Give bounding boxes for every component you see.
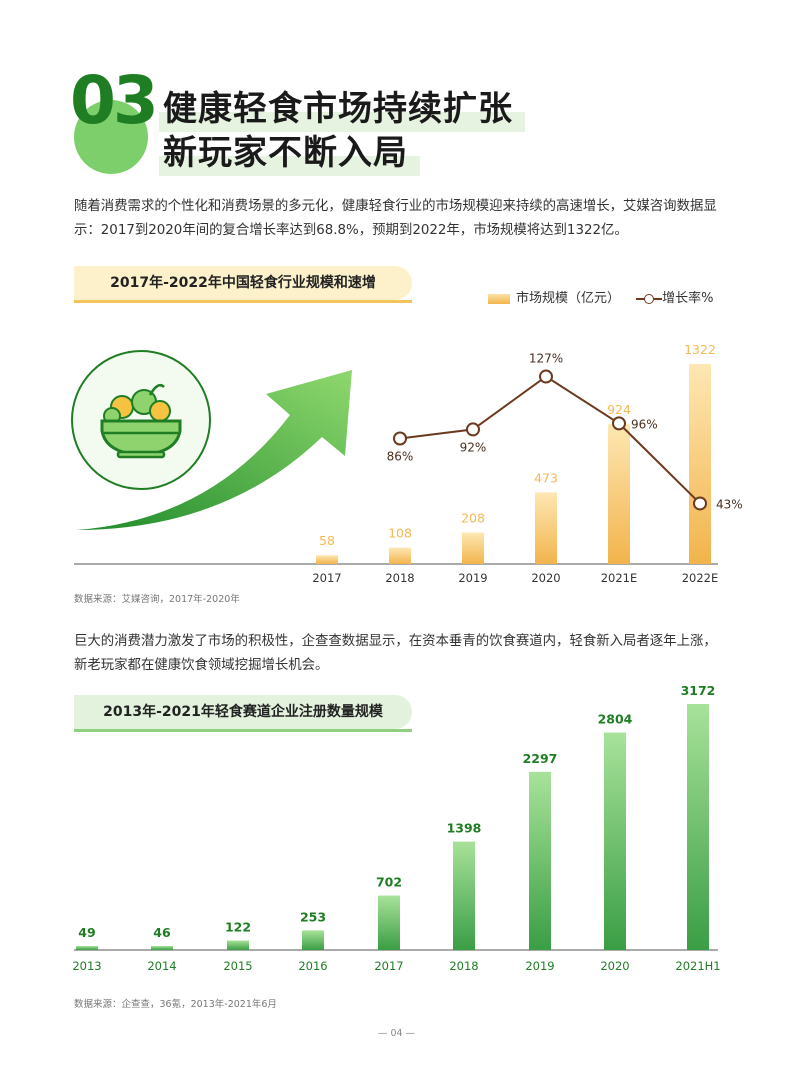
chart2-bar-value-label: 1398: [447, 821, 482, 836]
chart2-bar-value-label: 122: [225, 920, 251, 935]
chart2-bar-value-label: 3172: [681, 683, 716, 698]
chart1-bar-value-label: 208: [461, 511, 485, 526]
chart2-bar-2014: [151, 946, 173, 950]
chart1-x-tick-label: 2020: [531, 571, 560, 585]
legend-line-label: 增长率%: [662, 291, 714, 306]
chart1-x-tick-label: 2019: [458, 571, 487, 585]
chart2-bar-value-label: 2297: [523, 751, 558, 766]
chart2-bar-value-label: 702: [376, 875, 402, 890]
chart2-x-tick-label: 2021H1: [675, 959, 720, 973]
page-title-line1: 健康轻食市场持续扩张: [159, 89, 525, 132]
chart1-source: 数据来源：艾媒咨询，2017年-2020年: [74, 594, 240, 605]
chart2-bar-value-label: 2804: [598, 712, 633, 727]
chart1-bar-2022E: [689, 364, 711, 564]
chart1-bar-value-label: 58: [319, 533, 335, 548]
chart1-growth-point: [612, 416, 626, 431]
chart2-bar-value-label: 253: [300, 909, 326, 924]
chart2-source: 数据来源：企查查，36氪，2013年-2021年6月: [74, 999, 277, 1010]
chart2-bar-value-label: 49: [78, 925, 95, 940]
legend-bar-swatch: [488, 293, 510, 304]
chart1-x-tick-label: 2018: [385, 571, 414, 585]
chart2-x-tick-label: 2015: [223, 959, 252, 973]
chart1-growth-label: 86%: [387, 449, 414, 463]
section-circle-decoration: [74, 100, 148, 174]
chart2-bar-2020: [604, 732, 626, 950]
chart1-x-tick-label: 2022E: [682, 571, 719, 585]
chart1-growth-label: 127%: [529, 352, 563, 366]
paragraph-2: 巨大的消费潜力激发了市场的积极性，企查查数据显示，在资本垂青的饮食赛道内，轻食新…: [74, 634, 717, 673]
chart2-bar-2016: [302, 930, 324, 950]
title-line2-text: 新玩家不断入局: [163, 133, 408, 173]
chart1-bar-2017: [316, 555, 338, 564]
intro-paragraph: 随着消费需求的个性化和消费场景的多元化，健康轻食行业的市场规模迎来持续的高速增长…: [74, 199, 717, 238]
chart1-growth-point: [693, 496, 707, 511]
chart2-bar-2015: [227, 940, 249, 950]
chart2-x-tick-label: 2013: [72, 959, 101, 973]
legend-line-marker: [636, 293, 663, 305]
section-number: 03: [70, 62, 159, 139]
chart2-bar-2021H1: [687, 704, 709, 950]
chart2-x-tick-label: 2019: [525, 959, 554, 973]
chart2-x-tick-label: 2016: [298, 959, 327, 973]
chart1-growth-label: 43%: [716, 497, 743, 511]
chart1-growth-label: 96%: [631, 417, 658, 431]
chart1-x-tick-label: 2017: [312, 571, 341, 585]
chart1-growth-point: [539, 369, 553, 384]
chart2-title-underline: [74, 729, 412, 732]
chart2-title-text: 2013年-2021年轻食赛道企业注册数量规模: [103, 704, 383, 720]
chart2-x-tick-label: 2020: [600, 959, 629, 973]
chart1-bar-2020: [535, 492, 557, 564]
chart2-bar-2018: [453, 841, 475, 950]
chart1-bar-value-label: 924: [607, 402, 631, 417]
chart2-bar-2013: [76, 946, 98, 950]
chart1-x-tick-label: 2021E: [601, 571, 638, 585]
chart1-bar-2019: [462, 532, 484, 564]
page-number: — 04 —: [377, 1028, 416, 1039]
chart1-legend: 市场规模（亿元） 增长率%: [488, 287, 714, 306]
chart1-title-text: 2017年-2022年中国轻食行业规模和速增: [110, 275, 376, 291]
growth-arrow-shape: [76, 370, 352, 530]
page-title-line2: 新玩家不断入局: [159, 133, 420, 176]
chart1-bar-value-label: 473: [534, 470, 558, 485]
legend-bar-label: 市场规模（亿元）: [516, 291, 621, 306]
chart1-title: 2017年-2022年中国轻食行业规模和速增: [74, 266, 412, 303]
chart1-title-underline: [74, 300, 412, 303]
chart1-growth-label: 92%: [460, 440, 487, 454]
chart1-growth-point: [393, 431, 407, 446]
chart1-bar-value-label: 1322: [684, 342, 716, 357]
chart2-x-tick-label: 2017: [374, 959, 403, 973]
chart1-bar-2018: [389, 547, 411, 564]
chart2-x-tick-label: 2014: [147, 959, 176, 973]
salad-bowl-icon: [71, 350, 211, 490]
chart1-bar-2021E: [608, 424, 630, 564]
chart2-x-tick-label: 2018: [449, 959, 478, 973]
chart2-bar-value-label: 46: [153, 925, 171, 940]
chart2-bar-2019: [529, 771, 551, 950]
chart2-bar-2017: [378, 895, 400, 950]
chart1-bar-value-label: 108: [388, 526, 412, 541]
chart2-title: 2013年-2021年轻食赛道企业注册数量规模: [74, 695, 412, 732]
title-line1-text: 健康轻食市场持续扩张: [163, 89, 513, 129]
chart1-growth-point: [466, 422, 480, 437]
